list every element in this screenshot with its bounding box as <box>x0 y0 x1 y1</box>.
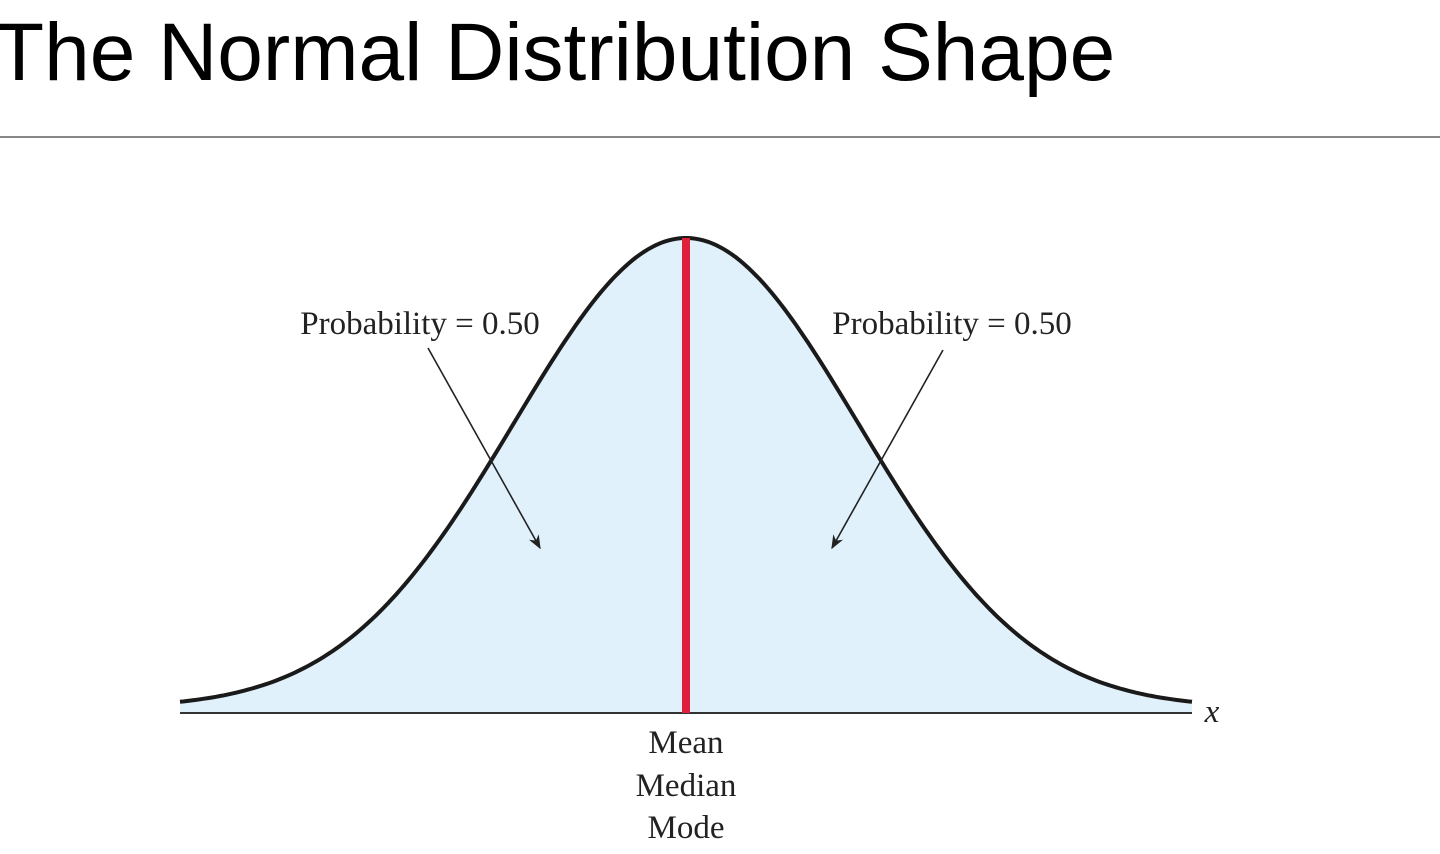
right-arrow <box>831 349 944 550</box>
left-arrow <box>427 347 541 550</box>
left-label: Probability = 0.50 <box>300 306 540 342</box>
axis-label: x <box>1204 694 1220 730</box>
slide-title: The Normal Distribution Shape <box>0 7 1115 98</box>
center-label: Median <box>636 768 737 804</box>
center-label: Mean <box>648 725 723 761</box>
center-label: Mode <box>648 810 725 846</box>
right-label: Probability = 0.50 <box>832 306 1072 342</box>
